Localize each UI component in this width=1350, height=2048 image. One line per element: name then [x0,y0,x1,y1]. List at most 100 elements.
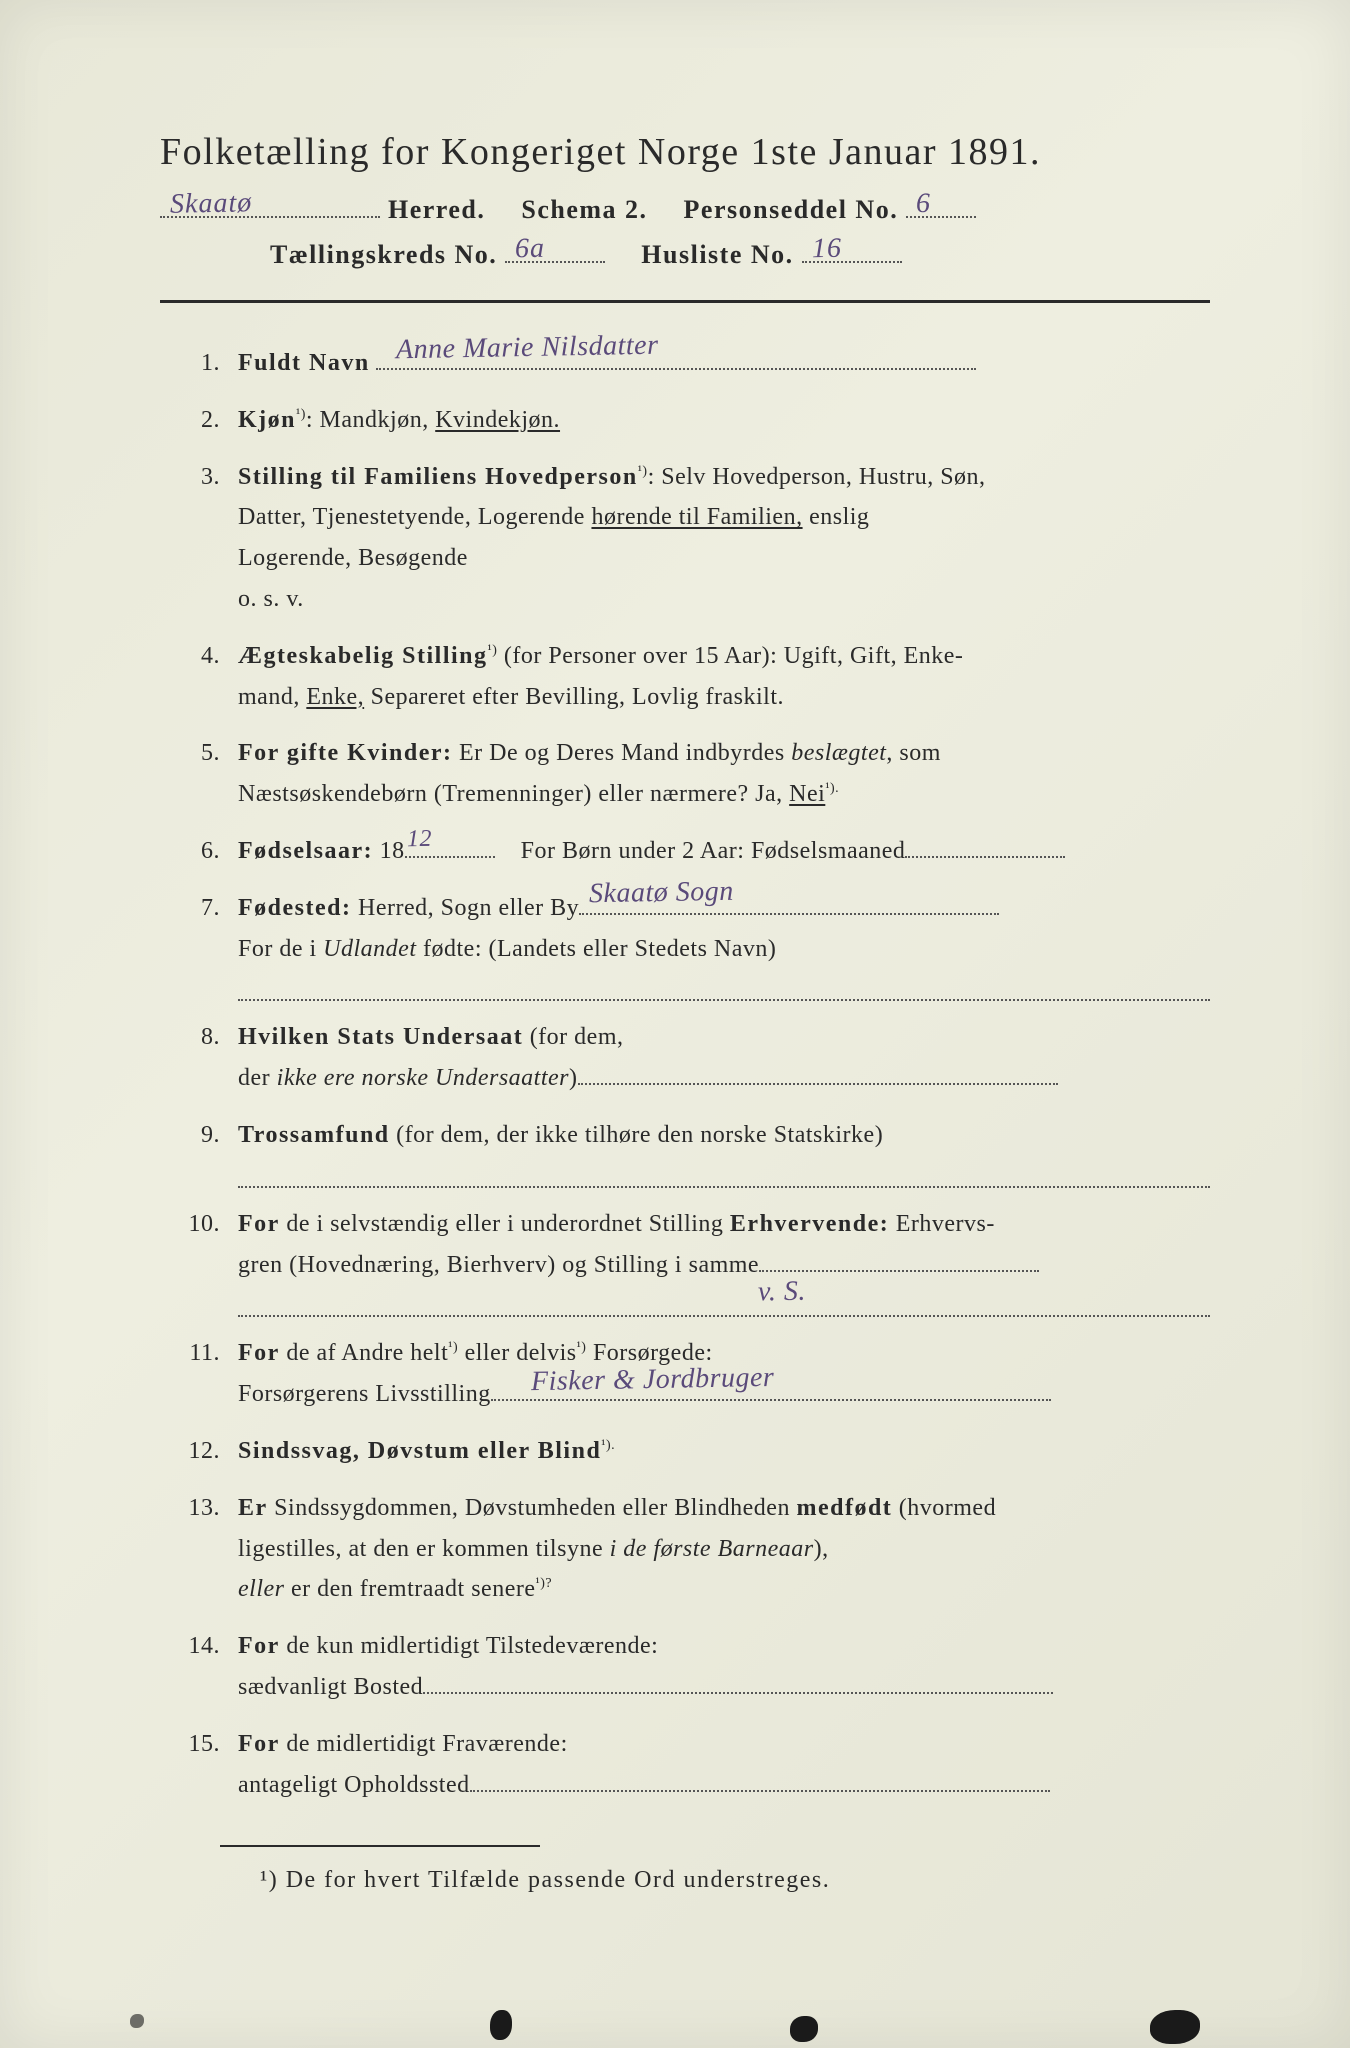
husliste-value: 16 [811,233,842,266]
note-ref: ¹) [488,643,498,658]
provider-value: Fisker & Jordbruger [530,1353,774,1405]
dotted-line [238,977,1210,1001]
page-damage [1150,2010,1200,2044]
item-8: 8. Hvilken Stats Undersaat (for dem, der… [180,1017,1210,1099]
item-num: 1. [180,343,238,384]
item-num: 9. [180,1115,238,1188]
year-value: 12 [406,819,432,860]
note-ref: ¹) [577,1340,587,1355]
husliste-label: Husliste No. [641,240,793,270]
item-6-label: Fødselsaar: [238,838,373,864]
item-8-text2: der [238,1065,277,1091]
item-11: 11. For de af Andre helt¹) eller delvis¹… [180,1333,1210,1415]
item-2-selected: Kvindekjøn. [435,407,560,433]
item-7-text1: Herred, Sogn eller By [351,895,579,921]
note-ref: ¹) [638,464,648,479]
note-ref: ¹). [825,781,839,796]
month-field [905,856,1065,858]
item-3-line2: Datter, Tjenestetyende, Logerende [238,504,591,530]
item-4-selected: Enke, [306,684,364,710]
item-num: 11. [180,1333,238,1415]
item-4-text2: mand, [238,684,306,710]
item-5-italic1: beslægtet [791,740,886,766]
item-7-label: Fødested: [238,895,351,921]
note-ref: ¹) [448,1340,458,1355]
name-value: Anne Marie Nilsdatter [396,322,659,374]
item-2-options: : Mandkjøn, [306,407,435,433]
item-13: 13. Er Sindssygdommen, Døvstumheden elle… [180,1488,1210,1610]
item-10-label: For [238,1211,280,1237]
item-3-label: Stilling til Familiens Hovedperson [238,464,638,490]
item-13-bold2: medfødt [796,1495,892,1521]
item-12: 12. Sindssvag, Døvstum eller Blind¹). [180,1431,1210,1472]
item-11-text4: Forsørgerens Livsstilling [238,1381,491,1407]
item-11-label: For [238,1340,280,1366]
personseddel-label: Personseddel No. [684,195,899,225]
item-13-text3: ligestilles, at den er kommen tilsyne [238,1536,610,1562]
item-3-selected: hørende til Familien, [591,504,802,530]
note-ref: ¹). [601,1438,615,1453]
personseddel-value: 6 [916,188,932,220]
citizenship-field [578,1083,1058,1085]
item-5-text1: Er De og Deres Mand indbyrdes [453,740,792,766]
item-4: 4. Ægteskabelig Stilling¹) (for Personer… [180,636,1210,718]
item-15-text2: antageligt Opholdssted [238,1772,470,1798]
item-14: 14. For de kun midlertidigt Tilstedevære… [180,1626,1210,1708]
item-13-italic1: i de første Barneaar [610,1536,814,1562]
dotted-line: v. S. [238,1293,1210,1317]
dotted-line [238,1164,1210,1188]
item-11-text1: de af Andre helt [280,1340,448,1366]
herred-value: Skaatø [170,187,253,220]
residence-field [423,1692,1053,1694]
item-3-line4: o. s. v. [238,586,304,612]
item-13-text2: (hvormed [892,1495,996,1521]
item-2: 2. Kjøn¹): Mandkjøn, Kvindekjøn. [180,400,1210,441]
item-3-line3: Logerende, Besøgende [238,545,468,571]
item-num: 13. [180,1488,238,1610]
item-num: 10. [180,1204,238,1318]
item-6: 6. Fødselsaar: 1812 For Børn under 2 Aar… [180,831,1210,872]
item-3-line2b: enslig [803,504,870,530]
item-num: 3. [180,457,238,620]
item-4-text3: Separeret efter Bevilling, Lovlig fraski… [364,684,784,710]
item-7-text3: fødte: (Landets eller Stedets Navn) [417,936,777,962]
item-5-text3: Næstsøskendebørn (Tremenninger) eller næ… [238,781,789,807]
item-num: 15. [180,1724,238,1806]
item-num: 7. [180,888,238,1002]
item-num: 14. [180,1626,238,1708]
item-13-text1: Sindssygdommen, Døvstumheden eller Blind… [268,1495,797,1521]
item-num: 4. [180,636,238,718]
item-7-text2: For de i [238,936,323,962]
item-1-label: Fuldt Navn [238,350,370,376]
husliste-field: 16 [802,237,902,263]
footnote-text: ¹) De for hvert Tilfælde passende Ord un… [160,1867,1210,1894]
item-10-text1: de i selvstændig eller i underordnet Sti… [280,1211,730,1237]
item-14-label: For [238,1633,280,1659]
birthplace-value: Skaatø Sogn [589,868,735,918]
personseddel-field: 6 [906,192,976,218]
header-divider [160,300,1210,303]
birthplace-field: Skaatø Sogn [579,913,999,915]
item-7-italic1: Udlandet [323,936,416,962]
item-1: 1. Fuldt Navn Anne Marie Nilsdatter [180,343,1210,384]
item-num: 6. [180,831,238,872]
item-6-text2: For Børn under 2 Aar: Fødselsmaaned [521,838,906,864]
occupation-note-value: v. S. [758,1267,807,1315]
item-5-selected: Nei [789,781,825,807]
item-10-text3: gren (Hovednæring, Bierhverv) og Stillin… [238,1252,759,1278]
item-3: 3. Stilling til Familiens Hovedperson¹):… [180,457,1210,620]
page-damage [790,2016,818,2042]
item-5: 5. For gifte Kvinder: Er De og Deres Man… [180,733,1210,815]
year-field: 12 [405,856,495,858]
item-9: 9. Trossamfund (for dem, der ikke tilhør… [180,1115,1210,1188]
page-damage [130,2014,144,2028]
item-4-label: Ægteskabelig Stilling [238,643,488,669]
item-15: 15. For de midlertidigt Fraværende: anta… [180,1724,1210,1806]
item-2-label: Kjøn [238,407,296,433]
form-body: 1. Fuldt Navn Anne Marie Nilsdatter 2. K… [160,343,1210,1805]
form-title: Folketælling for Kongeriget Norge 1ste J… [160,130,1210,174]
item-5-text2: , som [886,740,941,766]
schema-label: Schema 2. [521,195,647,225]
item-13-label: Er [238,1495,268,1521]
name-field: Anne Marie Nilsdatter [376,368,976,370]
